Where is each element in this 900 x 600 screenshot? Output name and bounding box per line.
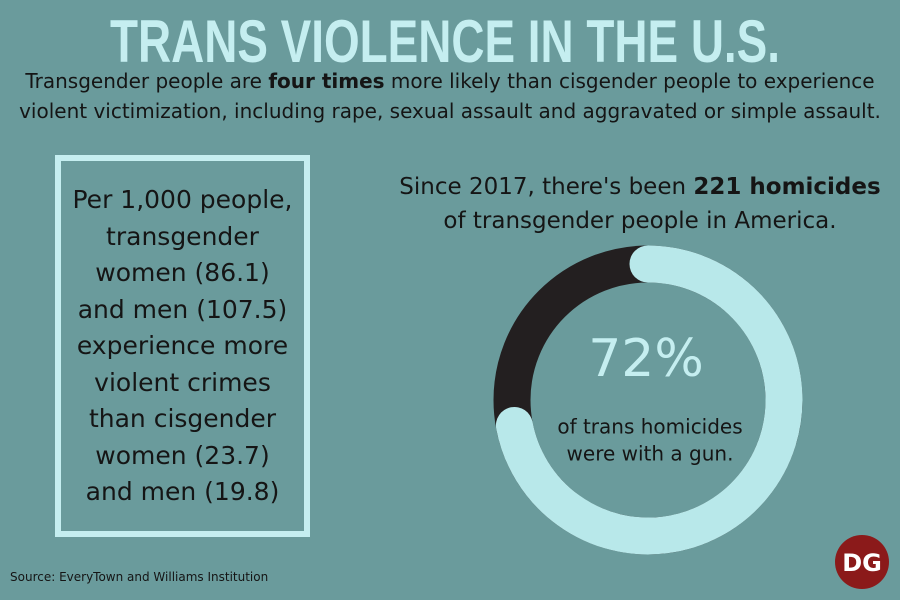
stat-line: violent crimes: [94, 367, 271, 397]
subtitle-text: more likely than cisgender people to exp…: [19, 69, 881, 123]
donut-label: 72%: [588, 329, 704, 389]
homicides-part: of transgender people in America.: [443, 208, 837, 234]
stat-box-text: Per 1,000 people, transgender women (86.1)…: [55, 182, 310, 511]
homicides-text: Since 2017, there's been 221 homicides o…: [385, 170, 895, 238]
stat-line: women (86.1): [95, 258, 270, 287]
subtitle: Transgender people are four times more l…: [8, 66, 892, 126]
subtitle-emphasis: four times: [268, 69, 385, 93]
donut-arc: [495, 245, 803, 555]
stat-line: than cisgender: [88, 404, 277, 433]
stat-line: Per 1,000 people,: [72, 185, 293, 214]
stat-box: [55, 155, 310, 537]
stat-line: transgender: [106, 221, 259, 251]
stat-line: and men (107.5): [77, 294, 288, 324]
logo-badge: [835, 535, 889, 589]
source: Source: EveryTown and Williams Instituti…: [10, 570, 269, 584]
subtitle-text: Transgender people are: [25, 69, 269, 93]
stat-line: women (23.7): [95, 440, 270, 470]
title: TRANS VIOLENCE IN THE U.S.: [110, 8, 780, 75]
stat-line: and men (19.8): [85, 477, 280, 506]
stat-line: experience more: [76, 331, 289, 360]
homicides-part: Since 2017, there's been: [399, 174, 694, 200]
donut-caption: were with a gun.: [567, 442, 734, 466]
donut-caption: of trans homicides: [557, 415, 742, 439]
homicides-emphasis: 221 homicides: [693, 174, 881, 200]
logo: DG: [842, 549, 882, 577]
